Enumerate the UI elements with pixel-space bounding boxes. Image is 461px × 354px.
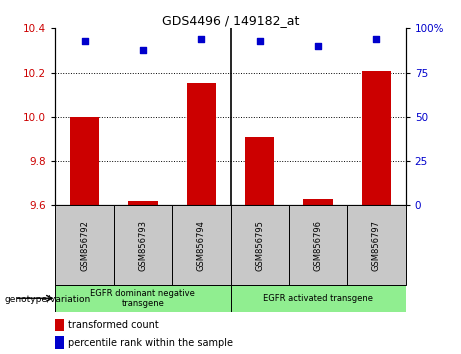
Title: GDS4496 / 149182_at: GDS4496 / 149182_at [162,14,299,27]
Point [373,36,380,42]
Bar [55,336,64,349]
FancyBboxPatch shape [55,205,114,285]
Bar [128,201,158,205]
FancyBboxPatch shape [230,205,289,285]
Text: GSM856796: GSM856796 [313,219,323,271]
Bar [362,72,391,205]
Text: EGFR dominant negative
transgene: EGFR dominant negative transgene [90,289,195,308]
Bar [70,117,99,205]
Bar [55,319,64,331]
Text: EGFR activated transgene: EGFR activated transgene [263,294,373,303]
Text: GSM856794: GSM856794 [197,220,206,270]
Point [256,38,263,44]
Text: GSM856795: GSM856795 [255,220,264,270]
Text: GSM856793: GSM856793 [138,219,148,271]
Text: percentile rank within the sample: percentile rank within the sample [68,338,233,348]
FancyBboxPatch shape [347,205,406,285]
Text: transformed count: transformed count [68,320,158,330]
Text: GSM856797: GSM856797 [372,219,381,271]
Point [139,47,147,52]
FancyBboxPatch shape [114,205,172,285]
FancyBboxPatch shape [289,205,347,285]
FancyBboxPatch shape [230,285,406,312]
Point [81,38,88,44]
Bar [303,199,333,205]
FancyBboxPatch shape [55,285,230,312]
Point [198,36,205,42]
Text: genotype/variation: genotype/variation [5,295,91,304]
Text: GSM856792: GSM856792 [80,220,89,270]
Point [314,43,322,49]
Bar [187,82,216,205]
Bar [245,137,274,205]
FancyBboxPatch shape [172,205,230,285]
